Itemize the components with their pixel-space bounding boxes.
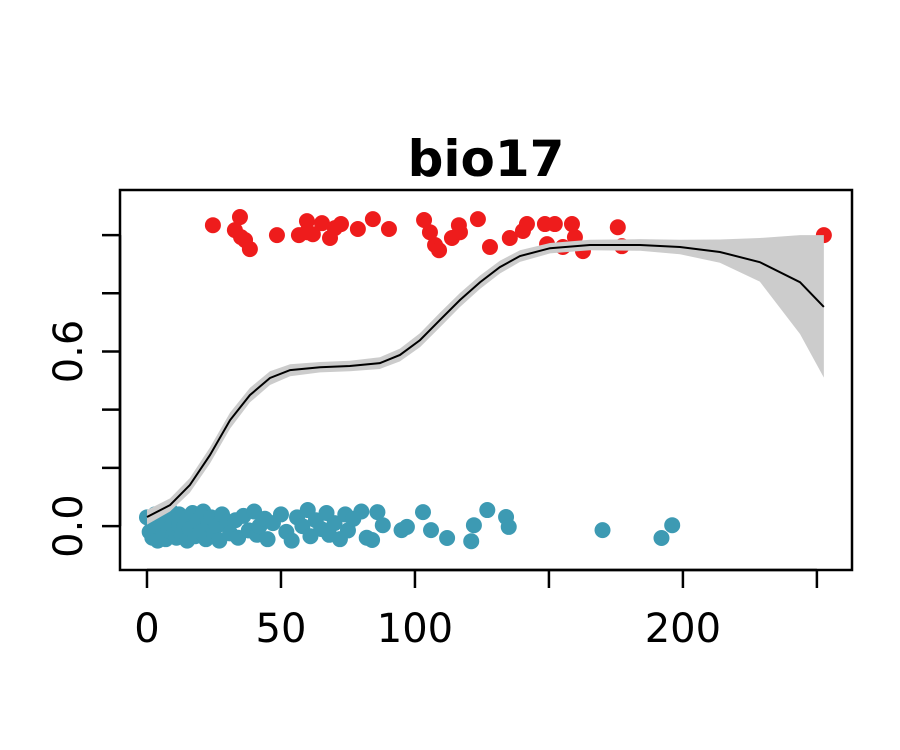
point	[374, 517, 391, 534]
point	[451, 224, 468, 241]
point	[501, 230, 518, 247]
point	[298, 224, 315, 241]
point	[431, 242, 448, 259]
x-tick-label: 100	[377, 606, 453, 652]
point	[463, 533, 480, 550]
point	[423, 522, 440, 539]
point	[500, 518, 517, 535]
point	[259, 531, 276, 548]
point	[268, 227, 285, 244]
point	[231, 209, 248, 226]
point	[479, 502, 496, 519]
point	[609, 219, 626, 236]
point	[481, 239, 498, 256]
point	[398, 518, 415, 535]
point	[414, 504, 431, 521]
point	[664, 517, 681, 534]
point	[326, 220, 343, 237]
confidence-band	[146, 235, 824, 525]
point	[469, 211, 486, 228]
point	[380, 220, 397, 237]
point	[416, 211, 433, 228]
x-tick-label: 50	[256, 606, 307, 652]
x-tick-label: 200	[645, 606, 721, 652]
point	[298, 213, 315, 230]
point	[465, 517, 482, 534]
point	[364, 532, 381, 549]
point	[594, 522, 611, 539]
point	[421, 224, 438, 241]
point	[313, 215, 330, 232]
point	[546, 216, 563, 233]
point	[518, 216, 535, 233]
y-tick-label: 0.6	[46, 320, 92, 384]
point	[241, 241, 258, 258]
point	[364, 211, 381, 228]
point	[369, 504, 386, 521]
point	[326, 515, 343, 532]
chart-title: bio17	[408, 130, 565, 188]
x-tick-label: 0	[134, 606, 159, 652]
point	[349, 220, 366, 237]
point	[272, 506, 289, 523]
point	[653, 529, 670, 546]
point	[283, 532, 300, 549]
fit-line	[146, 243, 825, 518]
point	[204, 217, 221, 234]
point	[353, 503, 370, 520]
y-tick-label: 0.0	[46, 494, 92, 558]
point	[439, 529, 456, 546]
point	[563, 216, 580, 233]
